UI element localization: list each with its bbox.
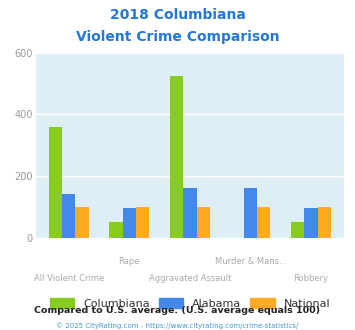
Bar — [136, 207, 149, 238]
Bar — [318, 207, 331, 238]
Text: 2018 Columbiana: 2018 Columbiana — [110, 8, 245, 22]
Text: Robbery: Robbery — [294, 274, 329, 283]
Bar — [183, 188, 197, 238]
Text: Murder & Mans...: Murder & Mans... — [214, 257, 286, 266]
Bar — [257, 207, 271, 238]
Bar — [76, 207, 89, 238]
Bar — [62, 194, 76, 238]
Bar — [123, 208, 136, 238]
Bar — [109, 222, 123, 238]
Text: © 2025 CityRating.com - https://www.cityrating.com/crime-statistics/: © 2025 CityRating.com - https://www.city… — [56, 323, 299, 329]
Text: All Violent Crime: All Violent Crime — [34, 274, 104, 283]
Legend: Columbiana, Alabama, National: Columbiana, Alabama, National — [45, 293, 334, 314]
Text: Violent Crime Comparison: Violent Crime Comparison — [76, 30, 279, 44]
Bar — [244, 188, 257, 238]
Bar — [291, 222, 304, 238]
Text: Aggravated Assault: Aggravated Assault — [149, 274, 231, 283]
Text: Rape: Rape — [119, 257, 140, 266]
Bar — [170, 76, 183, 238]
Text: Compared to U.S. average. (U.S. average equals 100): Compared to U.S. average. (U.S. average … — [34, 306, 321, 315]
Bar — [304, 208, 318, 238]
Bar — [197, 207, 210, 238]
Bar — [49, 127, 62, 238]
